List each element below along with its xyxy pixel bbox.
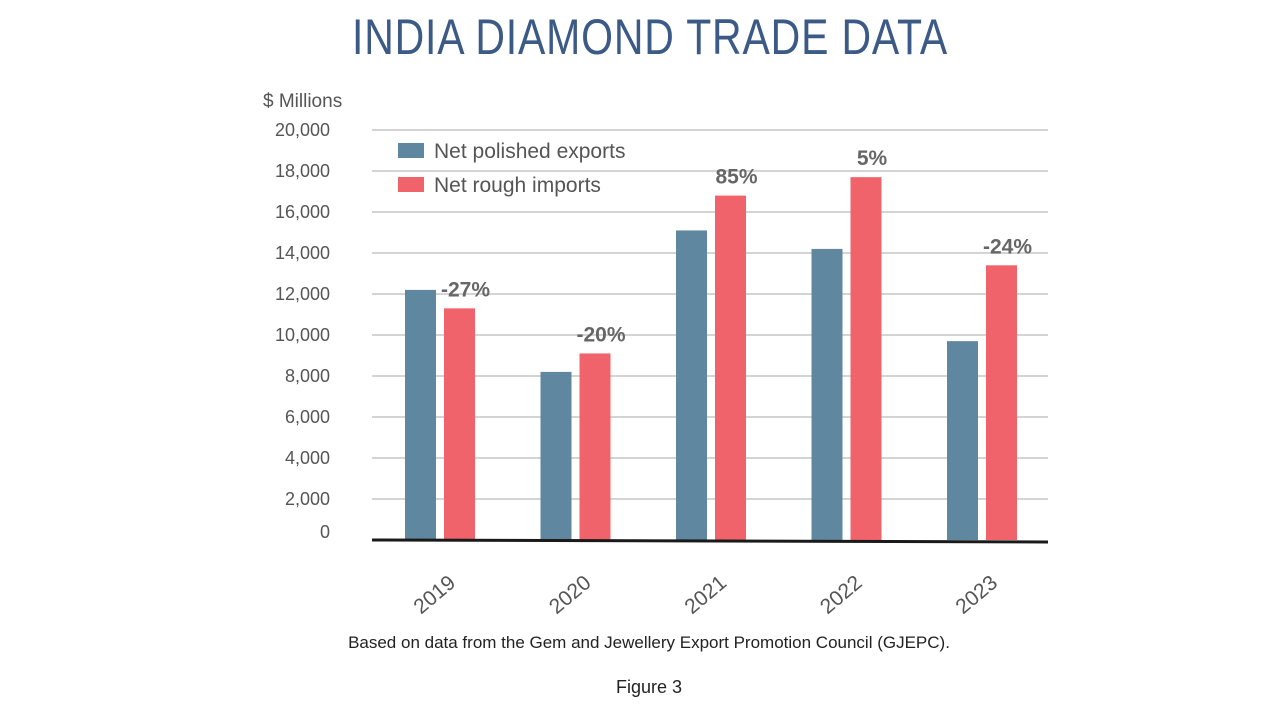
change-label-2023: -24% — [983, 235, 1032, 258]
bar-rough-imports-2020 — [579, 353, 611, 540]
data-labels: -27% -20% 85% 5% -24% — [441, 147, 1032, 346]
legend-label-polished-exports: Net polished exports — [434, 140, 625, 163]
figure-label: Figure 3 — [615, 677, 683, 697]
bar-polished-exports-2019 — [405, 289, 436, 540]
change-label-2020: -20% — [576, 323, 625, 346]
x-tick-label-2023: 2023 — [951, 571, 1002, 619]
y-axis-label: $ Millions — [263, 91, 342, 112]
y-tick-label: 0 — [320, 522, 330, 542]
bar-rough-imports-2019 — [444, 308, 475, 540]
y-tick-label: 2,000 — [285, 489, 330, 509]
legend-swatch-polished-exports — [398, 143, 424, 158]
x-tick-label-2020: 2020 — [545, 571, 596, 619]
y-tick-label: 12,000 — [275, 284, 330, 304]
x-tick-label-2021: 2021 — [680, 571, 731, 619]
bars — [405, 177, 1017, 540]
change-label-2022: 5% — [857, 147, 888, 170]
chart-title: INDIA DIAMOND TRADE DATA — [351, 9, 949, 65]
bar-rough-imports-2023 — [986, 265, 1017, 540]
bar-polished-exports-2023 — [947, 341, 978, 540]
x-tick-label-2022: 2022 — [816, 571, 867, 619]
y-tick-label: 4,000 — [285, 448, 330, 468]
bar-polished-exports-2020 — [540, 371, 572, 540]
y-axis-ticks: 0 2,000 4,000 6,000 8,000 10,000 12,000 14,000 1… — [275, 120, 330, 542]
change-label-2021: 85% — [715, 166, 757, 189]
grid-lines — [372, 129, 1048, 500]
y-tick-label: 6,000 — [285, 407, 330, 427]
source-caption: Based on data from the Gem and Jewellery… — [348, 633, 950, 652]
bar-polished-exports-2022 — [811, 248, 843, 540]
change-label-2019: -27% — [441, 278, 490, 301]
legend-swatch-rough-imports — [398, 177, 424, 192]
y-tick-label: 14,000 — [275, 243, 330, 263]
legend: Net polished exports Net rough imports — [398, 140, 625, 197]
bar-polished-exports-2021 — [676, 230, 707, 540]
legend-label-rough-imports: Net rough imports — [434, 174, 601, 197]
bar-rough-imports-2022 — [850, 177, 882, 540]
y-tick-label: 8,000 — [285, 366, 330, 386]
x-axis-line — [371, 538, 1049, 544]
bar-rough-imports-2021 — [715, 195, 746, 540]
y-tick-label: 10,000 — [275, 325, 330, 345]
y-tick-label: 16,000 — [275, 202, 330, 222]
y-tick-label: 18,000 — [275, 161, 330, 181]
x-tick-label-2019: 2019 — [409, 571, 460, 619]
y-tick-label: 20,000 — [275, 120, 330, 140]
x-axis-ticks: 2019 2020 2021 2022 2023 — [409, 571, 1002, 619]
